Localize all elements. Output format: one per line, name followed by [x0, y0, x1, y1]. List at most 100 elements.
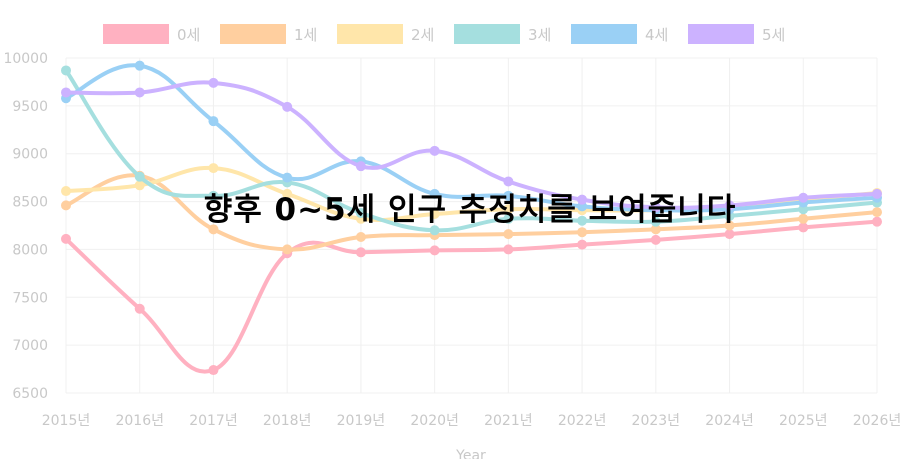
data-point[interactable]	[503, 244, 514, 255]
legend-item[interactable]: 5세	[688, 24, 785, 44]
series-lines	[61, 60, 882, 376]
data-point[interactable]	[282, 172, 293, 183]
data-point[interactable]	[429, 145, 440, 156]
legend-item[interactable]: 0세	[103, 24, 200, 44]
legend-swatch	[571, 24, 637, 44]
data-point[interactable]	[208, 190, 219, 201]
data-point[interactable]	[61, 186, 71, 197]
series-0	[61, 216, 882, 376]
data-point[interactable]	[724, 200, 735, 211]
x-tick-label: 2024년	[705, 413, 754, 429]
data-point[interactable]	[61, 233, 71, 244]
legend-label: 5세	[762, 26, 785, 44]
x-tick-label: 2021년	[484, 413, 533, 429]
data-point[interactable]	[872, 207, 882, 218]
data-point[interactable]	[61, 200, 71, 211]
y-tick-label: 9000	[12, 147, 48, 163]
data-point[interactable]	[134, 60, 145, 71]
data-point[interactable]	[503, 229, 514, 240]
data-point[interactable]	[650, 216, 661, 227]
data-point[interactable]	[577, 215, 588, 226]
data-point[interactable]	[503, 204, 514, 215]
data-point[interactable]	[208, 224, 219, 235]
data-point[interactable]	[577, 194, 588, 205]
x-tick-label: 2025년	[779, 413, 828, 429]
data-point[interactable]	[208, 77, 219, 88]
overlay-caption: 향후 0~5세 인구 추정치를 보여줍니다	[203, 192, 737, 228]
series-line	[64, 219, 879, 374]
x-tick-label: 2017년	[189, 413, 238, 429]
legend-label: 1세	[294, 26, 317, 44]
data-point[interactable]	[577, 227, 588, 238]
data-point[interactable]	[282, 101, 293, 112]
legend-label: 3세	[528, 26, 551, 44]
data-point[interactable]	[429, 225, 440, 236]
x-axis-title: Year	[455, 448, 486, 459]
data-point[interactable]	[61, 87, 71, 98]
x-tick-label: 2018년	[263, 413, 312, 429]
data-point[interactable]	[355, 161, 366, 172]
data-point[interactable]	[429, 209, 440, 220]
y-axis-ticks: 6500 7000 7500 8000 8500 9000 9500 10000	[3, 51, 48, 402]
data-point[interactable]	[134, 303, 145, 314]
legend: 0세 1세 2세 3세 4세 5세	[103, 24, 785, 44]
legend-swatch	[337, 24, 403, 44]
data-point[interactable]	[282, 188, 293, 199]
data-point[interactable]	[134, 87, 145, 98]
legend-label: 2세	[411, 26, 434, 44]
data-point[interactable]	[61, 65, 71, 76]
data-point[interactable]	[429, 188, 440, 199]
legend-item[interactable]: 4세	[571, 24, 668, 44]
data-point[interactable]	[872, 216, 882, 227]
data-point[interactable]	[872, 188, 882, 199]
data-point[interactable]	[429, 245, 440, 256]
y-tick-label: 7000	[12, 338, 48, 354]
y-tick-label: 8000	[12, 242, 48, 258]
legend-label: 0세	[177, 26, 200, 44]
x-tick-label: 2019년	[337, 413, 386, 429]
data-point[interactable]	[650, 202, 661, 213]
y-tick-label: 7500	[12, 290, 48, 306]
x-tick-label: 2022년	[558, 413, 607, 429]
data-point[interactable]	[355, 247, 366, 258]
data-point[interactable]	[798, 213, 809, 224]
legend-swatch	[220, 24, 286, 44]
legend-swatch	[103, 24, 169, 44]
series-1	[61, 170, 882, 255]
legend-label: 4세	[645, 26, 668, 44]
x-tick-label: 2026년	[853, 413, 902, 429]
y-tick-label: 8500	[12, 195, 48, 211]
data-point[interactable]	[208, 116, 219, 127]
y-tick-label: 10000	[3, 51, 48, 67]
x-axis-ticks: 2015년 2016년 2017년 2018년 2019년 2020년 2021년 2022년…	[42, 413, 902, 429]
data-point[interactable]	[208, 365, 219, 376]
data-point[interactable]	[724, 229, 735, 240]
legend-item[interactable]: 2세	[337, 24, 434, 44]
y-tick-label: 9500	[12, 99, 48, 115]
data-point[interactable]	[650, 224, 661, 235]
legend-item[interactable]: 3세	[454, 24, 551, 44]
data-point[interactable]	[134, 171, 145, 182]
legend-item[interactable]: 1세	[220, 24, 317, 44]
data-point[interactable]	[650, 234, 661, 245]
data-point[interactable]	[724, 220, 735, 231]
data-point[interactable]	[134, 180, 145, 191]
legend-swatch	[688, 24, 754, 44]
x-tick-label: 2023년	[632, 413, 681, 429]
x-tick-label: 2016년	[115, 413, 164, 429]
data-point[interactable]	[355, 231, 366, 242]
data-point[interactable]	[208, 163, 219, 174]
data-point[interactable]	[282, 244, 293, 255]
data-point[interactable]	[798, 192, 809, 203]
x-tick-label: 2015년	[42, 413, 91, 429]
data-point[interactable]	[503, 176, 514, 187]
series-5	[61, 77, 882, 213]
legend-swatch	[454, 24, 520, 44]
data-point[interactable]	[355, 208, 366, 219]
data-point[interactable]	[798, 222, 809, 233]
data-point[interactable]	[503, 213, 514, 224]
data-point[interactable]	[577, 239, 588, 250]
data-point[interactable]	[503, 190, 514, 201]
y-tick-label: 6500	[12, 386, 48, 402]
